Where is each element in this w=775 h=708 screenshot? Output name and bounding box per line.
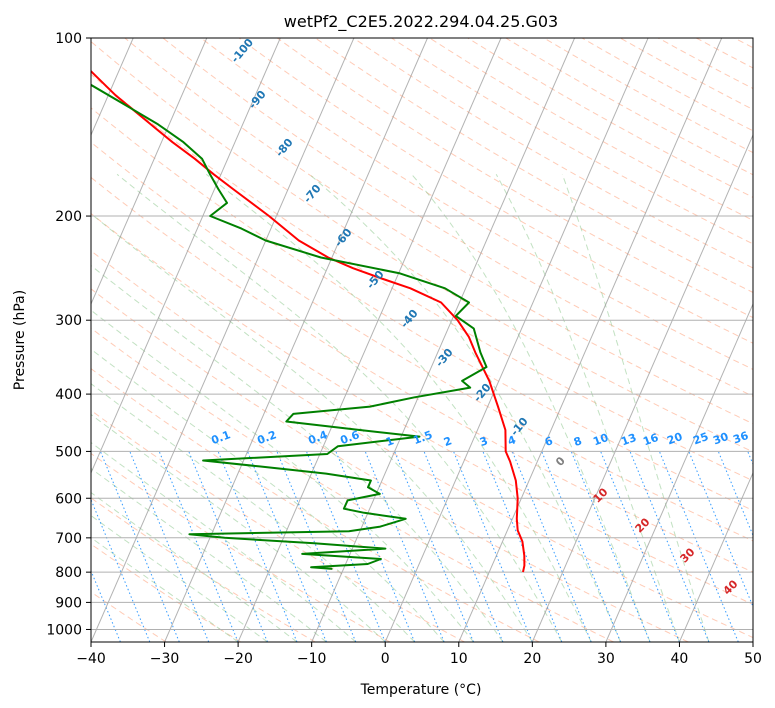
dry-adiabat [91, 107, 753, 512]
mixing-ratio-label: 8 [572, 434, 584, 449]
dry-adiabat [91, 176, 753, 573]
x-tick-label: 20 [523, 651, 541, 667]
y-tick-label: 800 [55, 565, 82, 581]
dry-adiabat [91, 452, 391, 642]
y-tick-label: 200 [55, 209, 82, 225]
dry-adiabat [124, 38, 753, 425]
mixing-ratio-label: 16 [641, 431, 660, 449]
mixing-ratio-label: 25 [691, 430, 710, 447]
mixing-ratio-label: 36 [731, 429, 750, 447]
dry-adiabat [91, 327, 614, 642]
isotherm [678, 471, 753, 642]
pressure-grid [91, 38, 753, 630]
mixing-ratio-label: 4 [506, 433, 518, 448]
mixing-ratio-label: 3 [478, 434, 490, 449]
y-tick-label: 300 [55, 313, 82, 329]
y-tick-label: 600 [55, 491, 82, 507]
x-tick-label: 0 [381, 651, 390, 667]
moist-adiabat [309, 173, 622, 642]
dry-adiabat [91, 141, 753, 542]
x-axis-label: Temperature (°C) [360, 682, 482, 698]
dry-adiabat [162, 38, 753, 397]
moist-adiabat [91, 491, 298, 642]
mixing-ratio-label: 0.4 [306, 428, 329, 447]
moist-adiabat [91, 348, 445, 642]
moist-adiabat [91, 536, 239, 642]
mixing-ratio-label: 1.5 [411, 428, 434, 447]
y-tick-label: 100 [55, 31, 82, 47]
y-tick-label: 400 [55, 387, 82, 403]
mixing-ratio-label: 0.2 [255, 428, 278, 447]
dry-adiabat [315, 38, 753, 294]
isotherm [384, 38, 649, 642]
moist-adiabat [91, 264, 504, 642]
chart-title: wetPf2_C2E5.2022.294.04.25.G03 [284, 12, 558, 32]
moist-adiabat [91, 213, 533, 642]
moist-adiabat [91, 383, 415, 642]
y-axis-label: Pressure (hPa) [12, 290, 28, 390]
isotherm [0, 38, 60, 642]
y-tick-label: 1000 [46, 622, 82, 638]
background-lines [0, 38, 753, 642]
mixing-ratio-label: 20 [665, 430, 684, 448]
plot-frame [90, 37, 754, 643]
x-tick-label: −10 [297, 651, 327, 667]
mixing-ratio-label: 2 [442, 434, 454, 449]
y-tick-label: 700 [55, 531, 82, 547]
dry-adiabat [91, 367, 540, 642]
moist-adiabat [91, 413, 386, 642]
x-tick-label: −20 [223, 651, 253, 667]
isotherm [458, 38, 723, 642]
moist-adiabat [495, 174, 680, 642]
moist-adiabat [91, 467, 327, 642]
x-axis-ticks: −40 −30 −20 −10 0 10 20 30 40 50 [76, 642, 762, 667]
x-tick-label: −30 [150, 651, 180, 667]
dry-adiabat [91, 497, 316, 642]
isotherm [91, 38, 281, 475]
mixing-ratio-label: 0.6 [338, 428, 361, 447]
isotherm [91, 38, 355, 642]
dry-adiabat [91, 212, 753, 605]
isotherm [311, 38, 576, 642]
dry-adiabat [276, 38, 753, 319]
mixing-ratio-label: 30 [711, 430, 730, 448]
x-tick-label: 30 [597, 651, 615, 667]
y-tick-label: 500 [55, 444, 82, 460]
moist-adiabat [91, 514, 268, 642]
moist-adiabat [91, 309, 474, 642]
x-tick-label: 10 [450, 651, 468, 667]
x-tick-label: −40 [76, 651, 106, 667]
moist-adiabat [411, 173, 651, 642]
isotherm [164, 38, 428, 642]
temperature-profile-line [91, 69, 526, 573]
mixing-ratio-label: 10 [591, 431, 610, 449]
y-tick-label: 900 [55, 595, 82, 611]
x-tick-label: 50 [744, 651, 762, 667]
isotherm [91, 38, 208, 306]
dewpoint-profile-line [91, 83, 488, 570]
isotherm [605, 302, 753, 642]
mixing-ratio-label: 6 [543, 434, 555, 449]
x-tick-label: 40 [671, 651, 689, 667]
moist-adiabat [205, 173, 592, 642]
y-axis-ticks: 1000 900 800 700 600 500 400 300 200 100 [46, 31, 91, 638]
dry-adiabat [91, 409, 465, 642]
moist-adiabat [116, 173, 563, 642]
mixing-ratio-label: 13 [619, 431, 638, 448]
plot-background [91, 38, 753, 642]
mixing-ratio-label: 1 [384, 434, 396, 449]
isotherm [752, 640, 753, 642]
profile-lines [91, 69, 526, 573]
isotherm [531, 133, 753, 642]
mixing-ratio-label: 0.1 [209, 428, 232, 447]
